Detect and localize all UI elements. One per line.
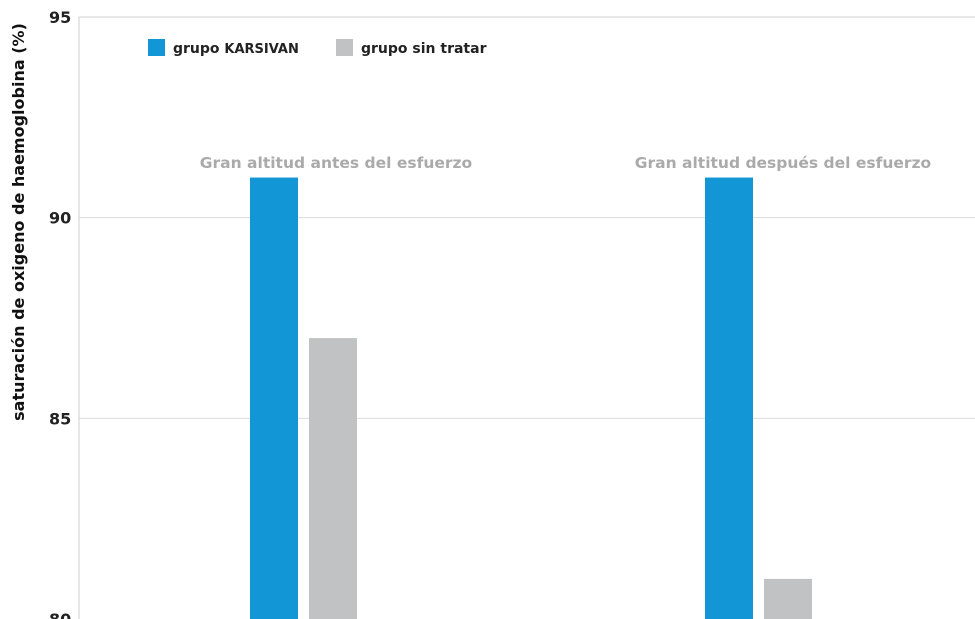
y-tick-label: 85 xyxy=(49,409,71,428)
legend-label-text: grupo xyxy=(173,41,224,57)
bar-sin-tratar xyxy=(764,578,812,619)
y-axis-label: saturación de oxigeno de haemoglobina (%… xyxy=(9,23,28,421)
legend-label-emphasis: KARSIVAN xyxy=(224,42,298,57)
bar-sin-tratar xyxy=(309,338,357,619)
y-tick-label: 90 xyxy=(49,209,71,228)
y-tick-label: 80 xyxy=(49,610,71,619)
axes xyxy=(78,16,975,619)
y-tick-labels: 80 85 90 95 xyxy=(49,8,71,619)
grid xyxy=(79,217,975,419)
category-labels: Gran altitud antes del esfuerzo Gran alti… xyxy=(200,154,931,172)
bar-karsivan xyxy=(705,177,753,619)
bar-karsivan xyxy=(250,177,298,619)
bars xyxy=(250,177,812,619)
legend: grupo KARSIVAN grupo sin tratar xyxy=(148,39,487,57)
legend-label-text: grupo sin tratar xyxy=(361,41,487,57)
legend-swatch xyxy=(336,39,353,56)
legend-swatch xyxy=(148,39,165,56)
y-tick-label: 95 xyxy=(49,8,71,27)
legend-label: grupo KARSIVAN xyxy=(173,41,299,57)
legend-label: grupo sin tratar xyxy=(361,41,487,57)
category-label: Gran altitud después del esfuerzo xyxy=(635,154,931,172)
category-label: Gran altitud antes del esfuerzo xyxy=(200,154,472,172)
